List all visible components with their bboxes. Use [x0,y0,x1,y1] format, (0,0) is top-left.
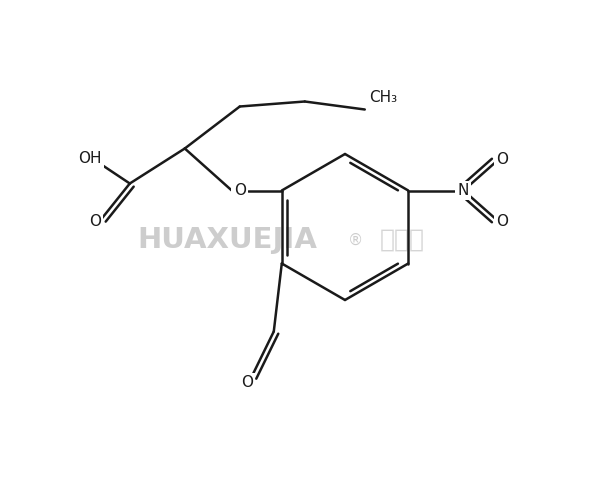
Text: CH₃: CH₃ [369,91,397,105]
Text: HUAXUEJIA: HUAXUEJIA [137,226,317,254]
Text: N: N [458,183,469,198]
Text: O: O [234,183,246,198]
Text: 化学加: 化学加 [380,228,425,252]
Text: O: O [241,375,253,390]
Text: O: O [496,214,508,229]
Text: O: O [496,152,508,167]
Text: O: O [89,214,101,229]
Text: OH: OH [78,151,101,166]
Text: ®: ® [348,233,363,248]
